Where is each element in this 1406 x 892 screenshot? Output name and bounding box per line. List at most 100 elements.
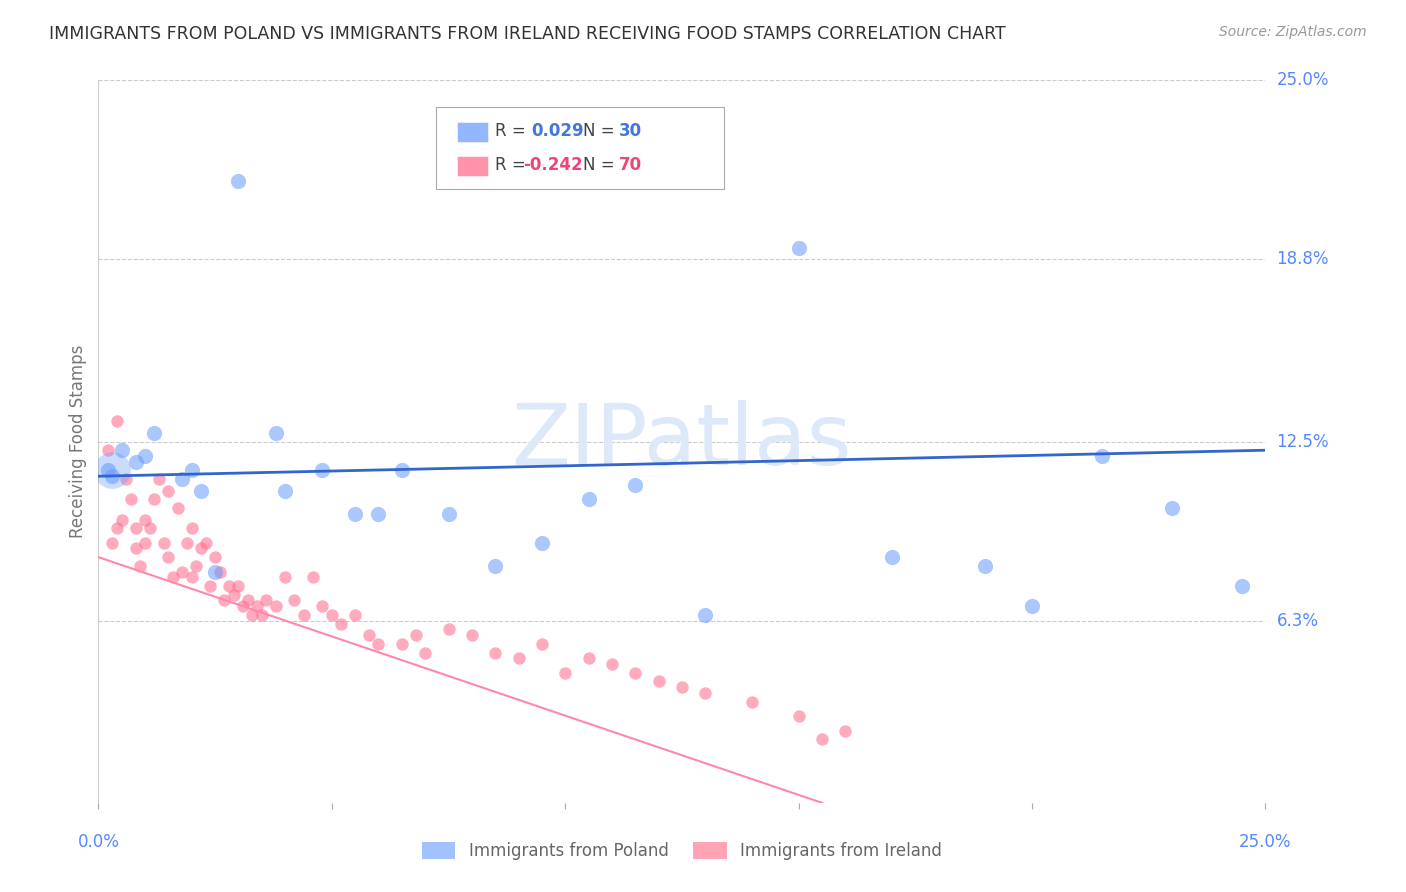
Point: [274, 483, 297, 498]
Point: [484, 558, 506, 573]
Point: [204, 550, 226, 565]
Text: R =: R =: [495, 122, 531, 140]
Point: [274, 570, 297, 584]
Point: [367, 637, 389, 651]
Text: IMMIGRANTS FROM POLAND VS IMMIGRANTS FROM IRELAND RECEIVING FOOD STAMPS CORRELAT: IMMIGRANTS FROM POLAND VS IMMIGRANTS FRO…: [49, 25, 1005, 43]
Point: [190, 483, 212, 498]
Point: [101, 469, 124, 483]
Point: [148, 472, 170, 486]
Point: [218, 579, 240, 593]
Text: N =: N =: [583, 156, 620, 174]
Point: [600, 657, 623, 671]
Point: [741, 695, 763, 709]
Point: [554, 665, 576, 680]
Point: [152, 535, 174, 549]
Point: [437, 507, 460, 521]
Point: [228, 174, 250, 188]
Point: [242, 607, 264, 622]
Text: 0.0%: 0.0%: [77, 833, 120, 851]
Text: 18.8%: 18.8%: [1277, 251, 1329, 268]
Point: [1021, 599, 1043, 614]
Point: [111, 443, 134, 458]
Point: [105, 414, 128, 428]
Point: [143, 492, 166, 507]
Point: [115, 472, 138, 486]
Point: [190, 541, 212, 556]
Point: [176, 535, 198, 549]
Point: [97, 443, 120, 458]
Point: [330, 616, 353, 631]
Point: [157, 483, 180, 498]
Text: 70: 70: [619, 156, 641, 174]
Point: [1230, 579, 1253, 593]
Point: [344, 507, 367, 521]
Point: [311, 463, 333, 477]
Point: [157, 550, 180, 565]
Point: [578, 492, 600, 507]
Point: [143, 425, 166, 440]
Point: [508, 651, 530, 665]
Point: [222, 588, 245, 602]
Point: [208, 565, 231, 579]
Point: [880, 550, 903, 565]
Point: [264, 425, 287, 440]
Point: [344, 607, 367, 622]
Point: [97, 463, 120, 477]
Text: 0.029: 0.029: [531, 122, 583, 140]
Point: [250, 607, 273, 622]
Point: [264, 599, 287, 614]
Text: 25.0%: 25.0%: [1277, 71, 1329, 89]
Point: [834, 723, 856, 738]
Point: [194, 535, 217, 549]
Point: [695, 607, 717, 622]
Point: [359, 628, 381, 642]
Text: Source: ZipAtlas.com: Source: ZipAtlas.com: [1219, 25, 1367, 39]
Point: [134, 512, 156, 526]
Point: [1091, 449, 1114, 463]
Point: [302, 570, 325, 584]
Point: [139, 521, 162, 535]
Point: [647, 674, 669, 689]
Point: [105, 521, 128, 535]
Point: [461, 628, 484, 642]
Point: [624, 478, 647, 492]
Point: [811, 732, 834, 747]
Point: [125, 541, 148, 556]
Point: [120, 492, 142, 507]
Point: [787, 709, 810, 723]
Point: [125, 521, 148, 535]
Point: [695, 686, 717, 700]
Point: [1161, 501, 1184, 516]
Point: [186, 558, 208, 573]
Point: [204, 565, 226, 579]
Point: [214, 593, 236, 607]
Point: [311, 599, 333, 614]
Point: [405, 628, 427, 642]
Text: N =: N =: [583, 122, 620, 140]
Point: [166, 501, 188, 516]
Point: [530, 637, 553, 651]
Point: [162, 570, 184, 584]
Point: [232, 599, 254, 614]
Point: [413, 646, 436, 660]
Point: [172, 565, 194, 579]
Point: [180, 463, 202, 477]
Point: [200, 579, 222, 593]
Point: [578, 651, 600, 665]
Point: [236, 593, 259, 607]
Point: [321, 607, 343, 622]
Point: [134, 535, 156, 549]
Point: [484, 646, 506, 660]
Point: [256, 593, 278, 607]
Text: 6.3%: 6.3%: [1277, 612, 1319, 630]
Point: [129, 558, 152, 573]
Point: [391, 463, 413, 477]
Point: [292, 607, 315, 622]
Point: [530, 535, 553, 549]
Text: 25.0%: 25.0%: [1239, 833, 1292, 851]
Text: 12.5%: 12.5%: [1277, 433, 1329, 450]
Point: [101, 463, 124, 477]
Y-axis label: Receiving Food Stamps: Receiving Food Stamps: [69, 345, 87, 538]
Text: ZIPatlas: ZIPatlas: [512, 400, 852, 483]
Point: [391, 637, 413, 651]
